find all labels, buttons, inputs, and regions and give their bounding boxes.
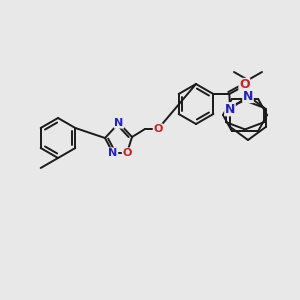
Text: N: N	[243, 89, 253, 103]
Text: N: N	[225, 103, 235, 116]
Text: N: N	[114, 118, 124, 128]
Text: O: O	[239, 79, 250, 92]
Text: O: O	[153, 124, 163, 134]
Text: O: O	[122, 148, 132, 158]
Text: N: N	[108, 148, 118, 158]
